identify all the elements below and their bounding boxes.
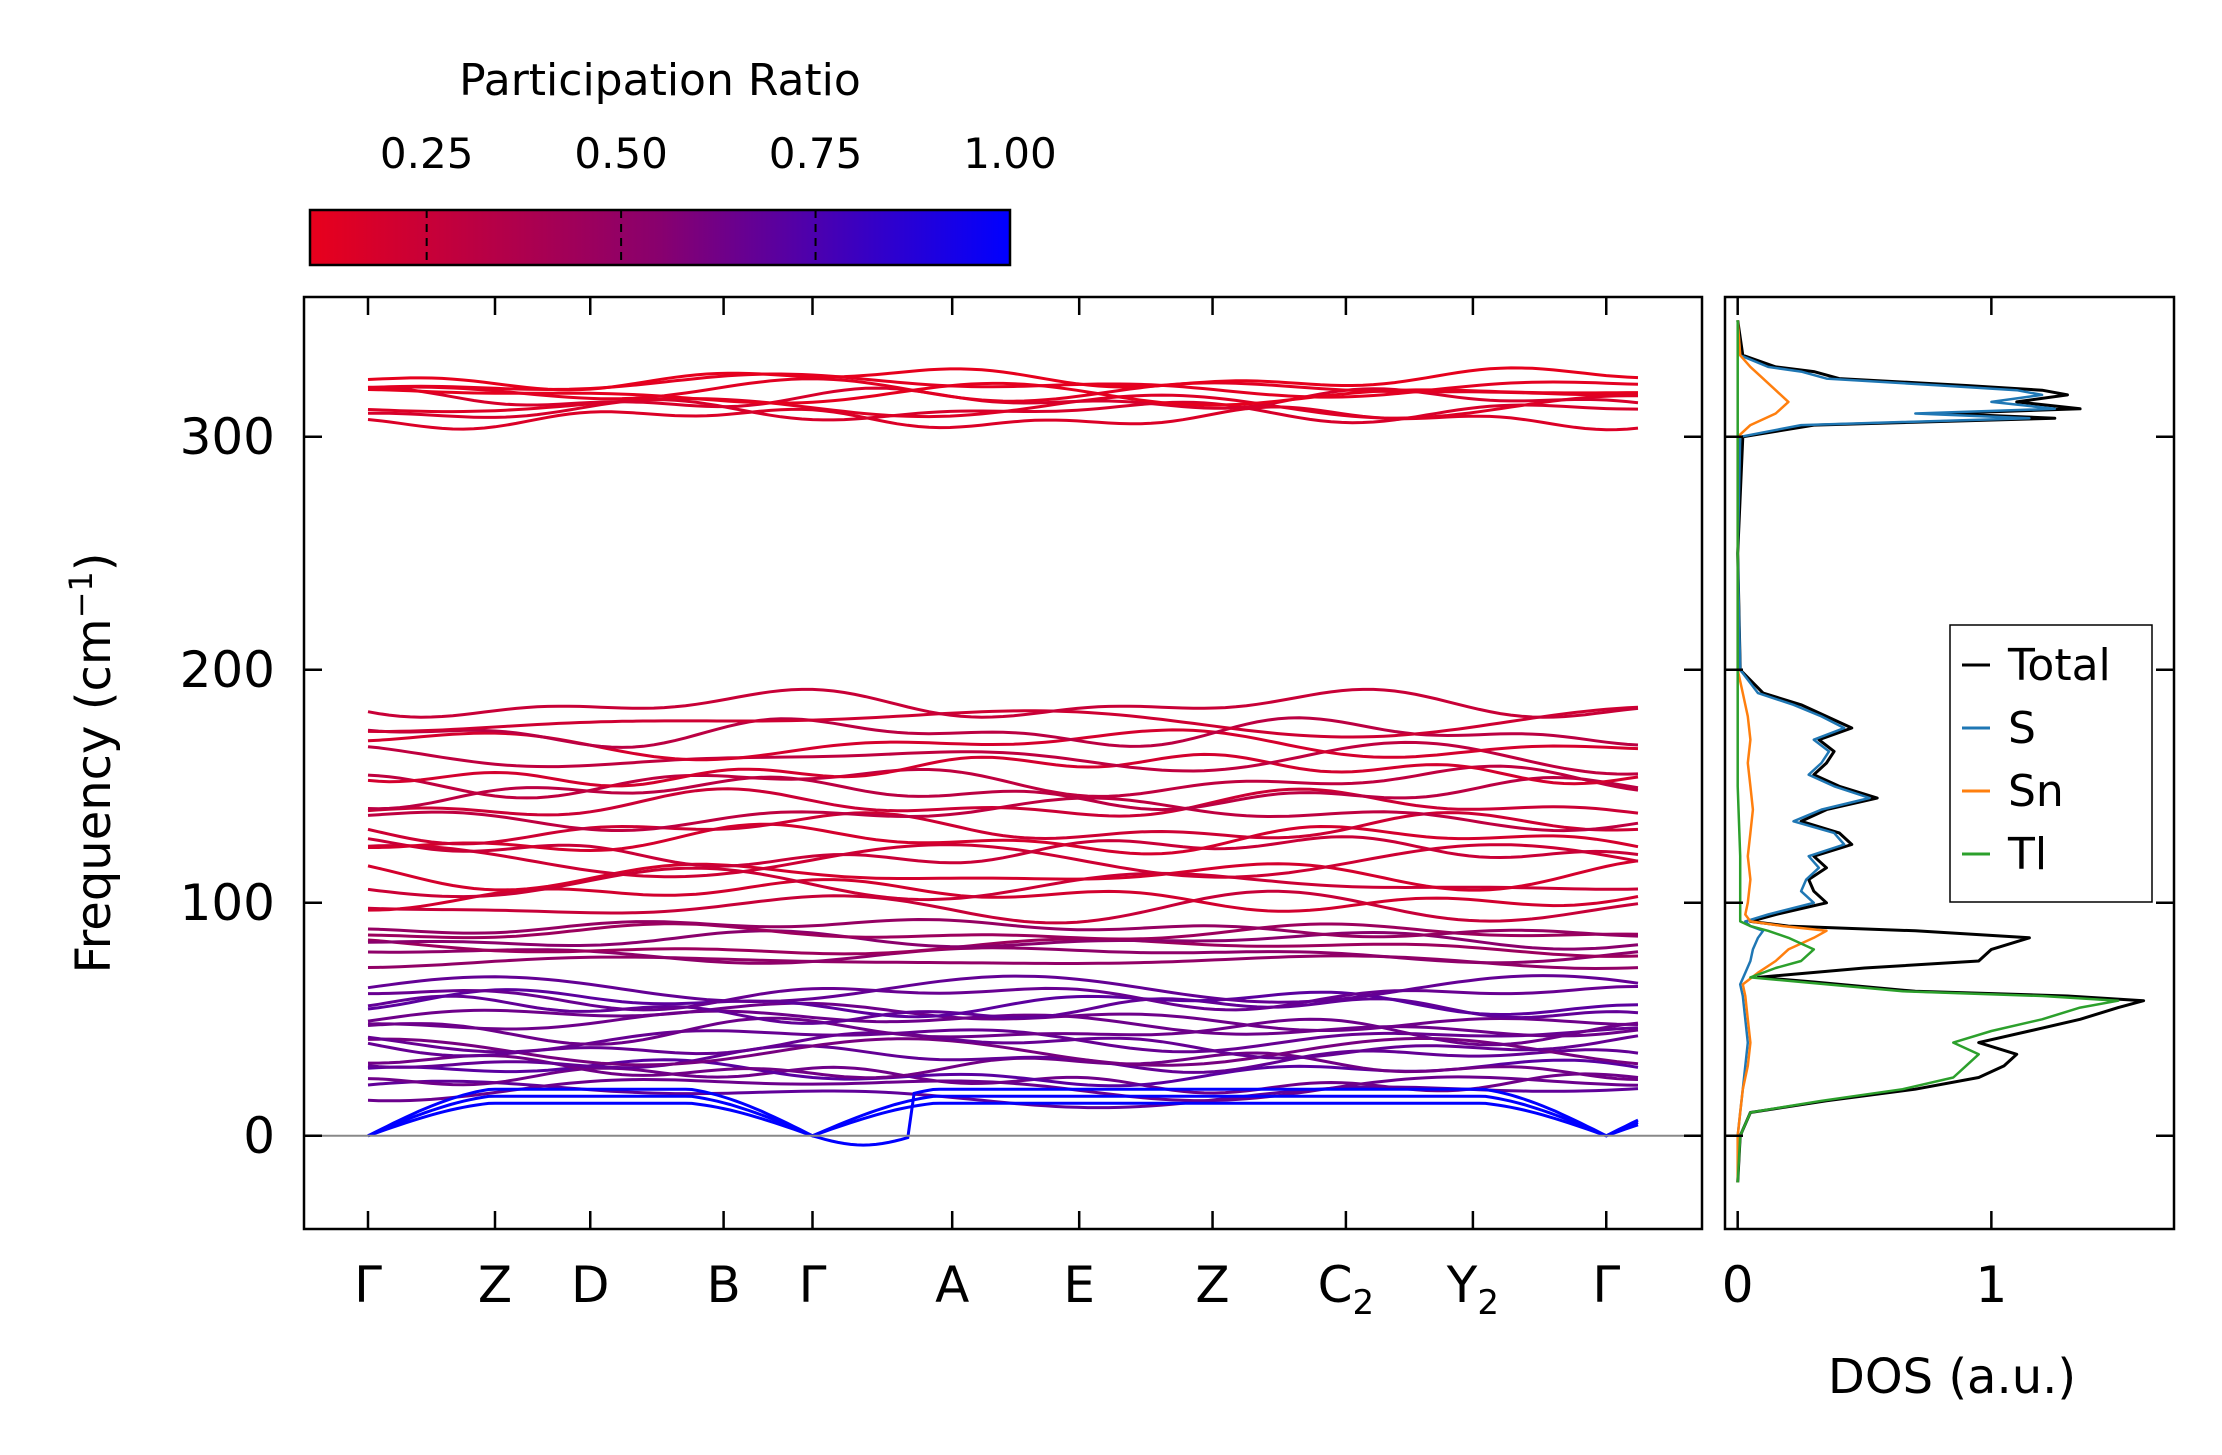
kpoint-label: Y2: [1446, 1256, 1499, 1323]
band-line: [367, 764, 1639, 800]
acoustic-branch: [367, 1094, 1639, 1138]
legend-frame: [1949, 624, 2153, 903]
y-tick-label: 300: [180, 408, 275, 466]
band-line: [367, 705, 1639, 739]
band-line: [367, 716, 1639, 749]
band-line: [367, 775, 1639, 812]
kpoint-label: A: [935, 1256, 969, 1314]
kpoint-label: Γ: [799, 1256, 827, 1314]
colorbar-tick-label: 0.50: [574, 129, 668, 178]
band-line: [367, 859, 1639, 892]
dos-line-sn: [1736, 320, 1828, 1183]
legend-label: Total: [2007, 640, 2111, 691]
band-line: [367, 922, 1639, 941]
band-line: [367, 917, 1639, 939]
kpoint-labels: Γ Z D B Γ A E Z C2 Y2 Γ: [354, 1256, 1620, 1323]
band-line: [367, 889, 1639, 925]
band-line: [367, 946, 1639, 965]
dos-line-tl: [1736, 320, 2120, 1183]
band-line: [367, 752, 1639, 788]
band-line: [367, 740, 1639, 776]
band-line: [367, 366, 1639, 392]
band-line: [367, 835, 1639, 868]
colorbar-tick-labels: 0.25 0.50 0.75 1.00: [380, 129, 1057, 178]
dos-plot-frame: [1723, 295, 2176, 1231]
dos-legend: Total S Sn Tl: [1949, 624, 2153, 903]
band-line: [367, 393, 1639, 420]
kpoint-label: Z: [478, 1256, 512, 1314]
kpoint-label: C2: [1318, 1256, 1375, 1323]
frequency-axis-label: Frequency (cm−1): [62, 552, 122, 973]
band-axis-ticks: [304, 297, 1702, 1229]
colorbar-tick-label: 0.75: [769, 129, 863, 178]
band-line: [367, 988, 1639, 1019]
ylabel-superscript: −1: [62, 571, 100, 618]
band-line: [367, 1031, 1639, 1060]
acoustic-branch: [367, 1101, 1639, 1138]
colorbar: Participation Ratio 0.25 0.50 0.75 1.00: [308, 55, 1057, 267]
kpoint-label: E: [1063, 1256, 1095, 1314]
band-plot-frame: [302, 295, 1704, 1231]
band-line: [367, 1016, 1639, 1047]
band-line: [367, 974, 1639, 1004]
legend-label: Sn: [2008, 766, 2064, 817]
kpoint-label: Γ: [354, 1256, 382, 1314]
colorbar-tick-label: 1.00: [963, 129, 1057, 178]
colorbar-ticks: [425, 210, 817, 265]
band-line: [368, 822, 1639, 856]
dos-line-s: [1736, 320, 2057, 1183]
colorbar-tick-label: 0.25: [380, 129, 474, 178]
kpoint-label: B: [706, 1256, 740, 1314]
y-tick-label: 200: [180, 641, 275, 699]
dos-x-tick-label: 1: [1975, 1256, 2007, 1314]
band-lines: [367, 366, 1639, 1147]
band-structure-panel: 0 100 200 300 Γ Z D B Γ A E Z C2 Y2 Γ Frequency (cm−1…: [62, 295, 1704, 1323]
ylabel-close: ): [66, 552, 122, 571]
frequency-tick-labels: 0 100 200 300: [180, 408, 275, 1165]
colorbar-gradient: [308, 208, 1012, 267]
legend-label: Tl: [2007, 829, 2047, 880]
band-line: [367, 787, 1639, 818]
band-line: [367, 1001, 1639, 1032]
dos-x-tick-label: 0: [1722, 1256, 1754, 1314]
colorbar-title: Participation Ratio: [459, 55, 861, 106]
dos-axis-label: DOS (a.u.): [1828, 1349, 2076, 1405]
band-line: [367, 994, 1639, 1025]
y-tick-label: 0: [243, 1107, 275, 1165]
legend-label: S: [2008, 703, 2036, 754]
kpoint-label: D: [571, 1256, 610, 1314]
dos-axis-ticks: [1725, 297, 2174, 1229]
y-tick-label: 100: [180, 874, 275, 932]
band-line: [367, 878, 1639, 913]
band-line: [367, 937, 1639, 958]
band-line: [368, 985, 1639, 1012]
acoustic-branch: [367, 1087, 1639, 1147]
band-line: [367, 1044, 1639, 1074]
ylabel-main: Frequency (cm: [66, 618, 122, 973]
band-line: [367, 687, 1639, 719]
kpoint-label: Γ: [1592, 1256, 1620, 1314]
dos-lines: [1736, 320, 2146, 1183]
kpoint-label: Z: [1195, 1256, 1229, 1314]
